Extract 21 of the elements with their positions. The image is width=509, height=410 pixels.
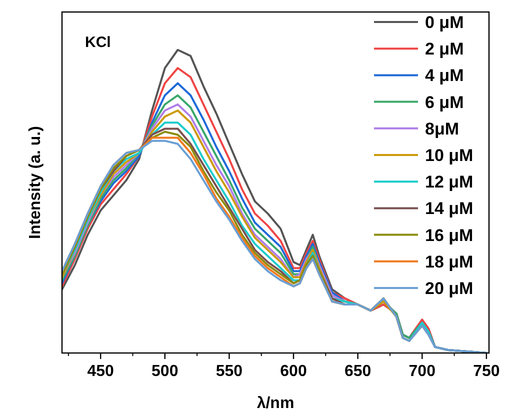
x-tick-label: 450 bbox=[87, 363, 114, 380]
legend-label: 12 μM bbox=[425, 172, 474, 192]
legend-label: 18 μM bbox=[425, 252, 474, 272]
legend-label: 16 μM bbox=[425, 226, 474, 245]
legend-label: 14 μM bbox=[425, 199, 474, 218]
legend-label: 10 μM bbox=[425, 146, 474, 165]
y-axis-title: Intensity (a. u.) bbox=[27, 126, 44, 239]
x-axis-title: λ/nm bbox=[256, 395, 294, 410]
x-tick-label: 650 bbox=[344, 363, 372, 380]
legend-label: 20 μM bbox=[425, 279, 474, 298]
legend-label: 4 μM bbox=[425, 66, 464, 86]
legend-label: 8μM bbox=[425, 119, 460, 138]
legend-label: 2 μM bbox=[425, 40, 464, 59]
x-tick-label: 600 bbox=[280, 363, 307, 380]
x-tick-label: 550 bbox=[216, 363, 243, 380]
x-tick-label: 700 bbox=[408, 363, 436, 380]
legend-label: 0 μM bbox=[425, 13, 464, 32]
annotation: KCl bbox=[85, 34, 111, 51]
x-tick-label: 750 bbox=[473, 363, 500, 380]
legend-label: 6 μM bbox=[425, 92, 464, 112]
x-tick-label: 500 bbox=[152, 363, 178, 380]
